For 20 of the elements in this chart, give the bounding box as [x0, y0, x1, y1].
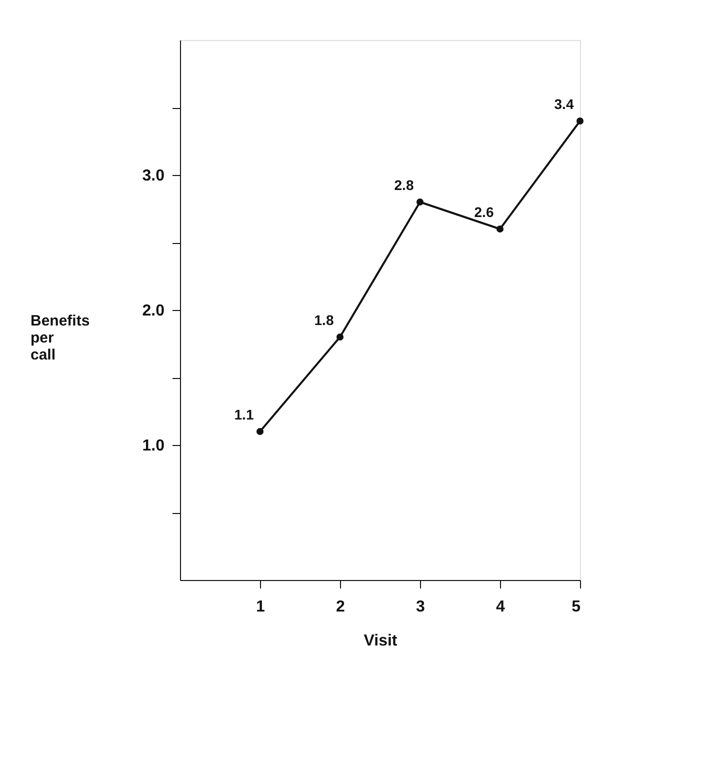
y-tick-label: 3.0: [142, 168, 165, 184]
x-tick-label: 1: [256, 598, 266, 616]
x-tick-label: 5: [572, 598, 581, 616]
x-tick-label: 4: [496, 598, 506, 616]
data-label: 2.8: [394, 177, 414, 193]
x-axis-title: Visit: [364, 632, 398, 650]
x-tick-label: 2: [336, 598, 346, 616]
y-axis-title: Benefits per call: [30, 312, 90, 364]
y-tick-label: 2.0: [142, 302, 165, 320]
data-label: 3.4: [554, 96, 574, 112]
x-tick-label: 3: [416, 598, 426, 616]
data-label: 1.8: [314, 312, 334, 328]
data-label: 1.1: [234, 406, 254, 422]
data-label: 2.6: [474, 204, 494, 220]
y-tick-label: 1.0: [142, 438, 165, 454]
point: [416, 198, 424, 206]
point: [496, 225, 504, 233]
point: [336, 333, 344, 341]
point: [576, 117, 584, 125]
point: [256, 428, 264, 436]
